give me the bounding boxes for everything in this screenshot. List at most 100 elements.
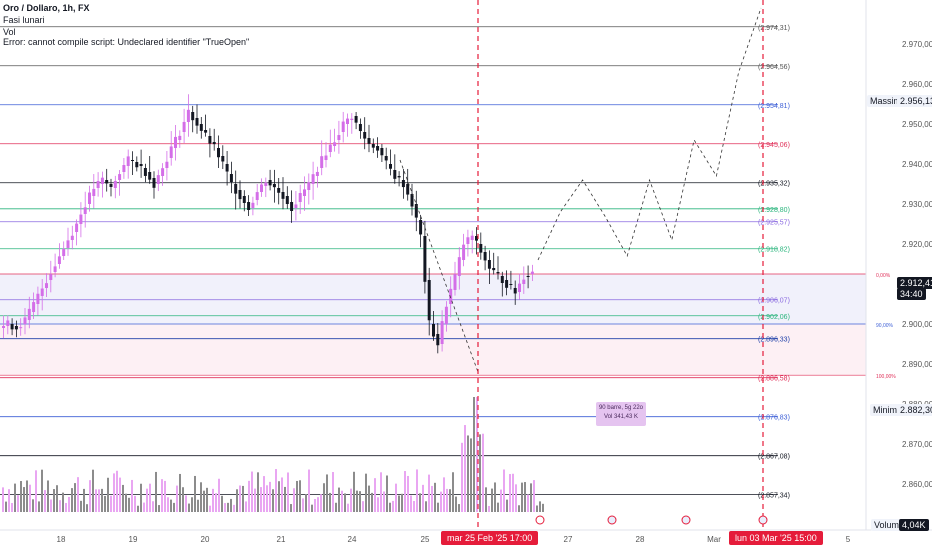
candle-body[interactable]	[436, 334, 440, 346]
candle-body[interactable]	[337, 135, 341, 140]
candle-body[interactable]	[57, 256, 61, 264]
candle-body[interactable]	[427, 280, 431, 321]
candle-body[interactable]	[182, 121, 186, 132]
candle-body[interactable]	[131, 160, 134, 161]
candle-body[interactable]	[143, 168, 147, 176]
candle-body[interactable]	[178, 135, 182, 140]
candle-body[interactable]	[169, 146, 173, 158]
candle-body[interactable]	[208, 136, 212, 144]
candle-body[interactable]	[186, 109, 190, 122]
candle-body[interactable]	[397, 176, 401, 178]
candle-body[interactable]	[466, 237, 470, 244]
candle-body[interactable]	[272, 184, 276, 188]
candle-body[interactable]	[264, 182, 268, 186]
candle-body[interactable]	[522, 279, 526, 284]
candle-body[interactable]	[393, 170, 397, 179]
candle-body[interactable]	[440, 321, 444, 344]
candle-body[interactable]	[79, 214, 83, 224]
indicator-volume[interactable]: Vol	[3, 27, 16, 37]
candle-body[interactable]	[66, 240, 70, 248]
candle-body[interactable]	[432, 324, 435, 337]
measure-info-box[interactable]: 90 barre, 5g 22o Vol 341,43 K	[596, 402, 646, 426]
candle-body[interactable]	[45, 283, 48, 288]
candle-body[interactable]	[113, 180, 117, 188]
candle-body[interactable]	[135, 162, 139, 168]
candle-body[interactable]	[414, 204, 418, 218]
candle-body[interactable]	[371, 144, 375, 148]
candle-body[interactable]	[40, 288, 44, 296]
candle-body[interactable]	[268, 180, 272, 186]
candle-body[interactable]	[358, 124, 362, 132]
candle-body[interactable]	[341, 121, 345, 132]
candle-body[interactable]	[199, 124, 203, 131]
candle-body[interactable]	[444, 306, 448, 324]
candle-body[interactable]	[290, 202, 294, 212]
candle-body[interactable]	[457, 257, 461, 276]
candle-body[interactable]	[513, 288, 517, 294]
candle-body[interactable]	[475, 236, 478, 241]
candle-body[interactable]	[238, 190, 242, 200]
candle-body[interactable]	[530, 271, 534, 274]
candle-body[interactable]	[122, 165, 126, 172]
candle-body[interactable]	[311, 174, 315, 184]
projection-down-line[interactable]	[399, 159, 479, 373]
candle-body[interactable]	[152, 178, 156, 188]
candle-body[interactable]	[518, 283, 521, 292]
candle-body[interactable]	[36, 293, 40, 304]
candle-body[interactable]	[307, 182, 311, 190]
moon-phase-icon[interactable]	[758, 515, 768, 525]
candle-body[interactable]	[88, 192, 91, 204]
candle-body[interactable]	[470, 235, 474, 240]
candle-body[interactable]	[23, 317, 27, 324]
candle-body[interactable]	[303, 189, 306, 196]
candle-body[interactable]	[449, 288, 453, 304]
candle-body[interactable]	[367, 138, 371, 144]
candle-body[interactable]	[212, 142, 216, 145]
candle-body[interactable]	[526, 276, 530, 277]
candle-body[interactable]	[500, 276, 504, 284]
candle-body[interactable]	[315, 171, 319, 176]
candle-body[interactable]	[423, 236, 427, 282]
candle-body[interactable]	[320, 156, 324, 168]
candle-body[interactable]	[380, 148, 384, 156]
candle-body[interactable]	[27, 308, 31, 320]
candle-body[interactable]	[509, 284, 513, 285]
candle-body[interactable]	[328, 144, 332, 152]
candle-body[interactable]	[53, 266, 57, 272]
candle-body[interactable]	[453, 274, 457, 290]
candle-body[interactable]	[363, 132, 367, 139]
moon-phase-icon[interactable]	[607, 515, 617, 525]
candle-body[interactable]	[49, 274, 53, 280]
candle-body[interactable]	[191, 112, 195, 121]
candle-body[interactable]	[419, 220, 423, 235]
candle-body[interactable]	[479, 244, 483, 253]
candle-body[interactable]	[118, 174, 122, 180]
candle-body[interactable]	[161, 168, 165, 176]
moon-phase-icon[interactable]	[535, 515, 545, 525]
candle-body[interactable]	[406, 184, 410, 195]
candle-body[interactable]	[225, 164, 229, 172]
candle-body[interactable]	[204, 130, 208, 133]
candle-body[interactable]	[242, 196, 246, 203]
candle-body[interactable]	[70, 235, 74, 240]
candle-body[interactable]	[401, 180, 405, 188]
candle-body[interactable]	[496, 272, 500, 274]
candle-body[interactable]	[376, 146, 380, 151]
candle-body[interactable]	[126, 156, 130, 166]
candle-body[interactable]	[139, 164, 143, 167]
candle-body[interactable]	[255, 192, 259, 200]
candle-body[interactable]	[96, 181, 100, 188]
candle-body[interactable]	[234, 184, 238, 194]
candle-body[interactable]	[148, 172, 152, 180]
candle-body[interactable]	[285, 196, 289, 205]
candle-body[interactable]	[277, 188, 281, 193]
candle-body[interactable]	[75, 223, 79, 232]
candle-body[interactable]	[221, 156, 225, 162]
candle-body[interactable]	[247, 202, 251, 210]
candle-body[interactable]	[6, 320, 10, 326]
candle-body[interactable]	[83, 207, 87, 214]
candle-body[interactable]	[92, 188, 96, 196]
candle-body[interactable]	[324, 155, 328, 160]
